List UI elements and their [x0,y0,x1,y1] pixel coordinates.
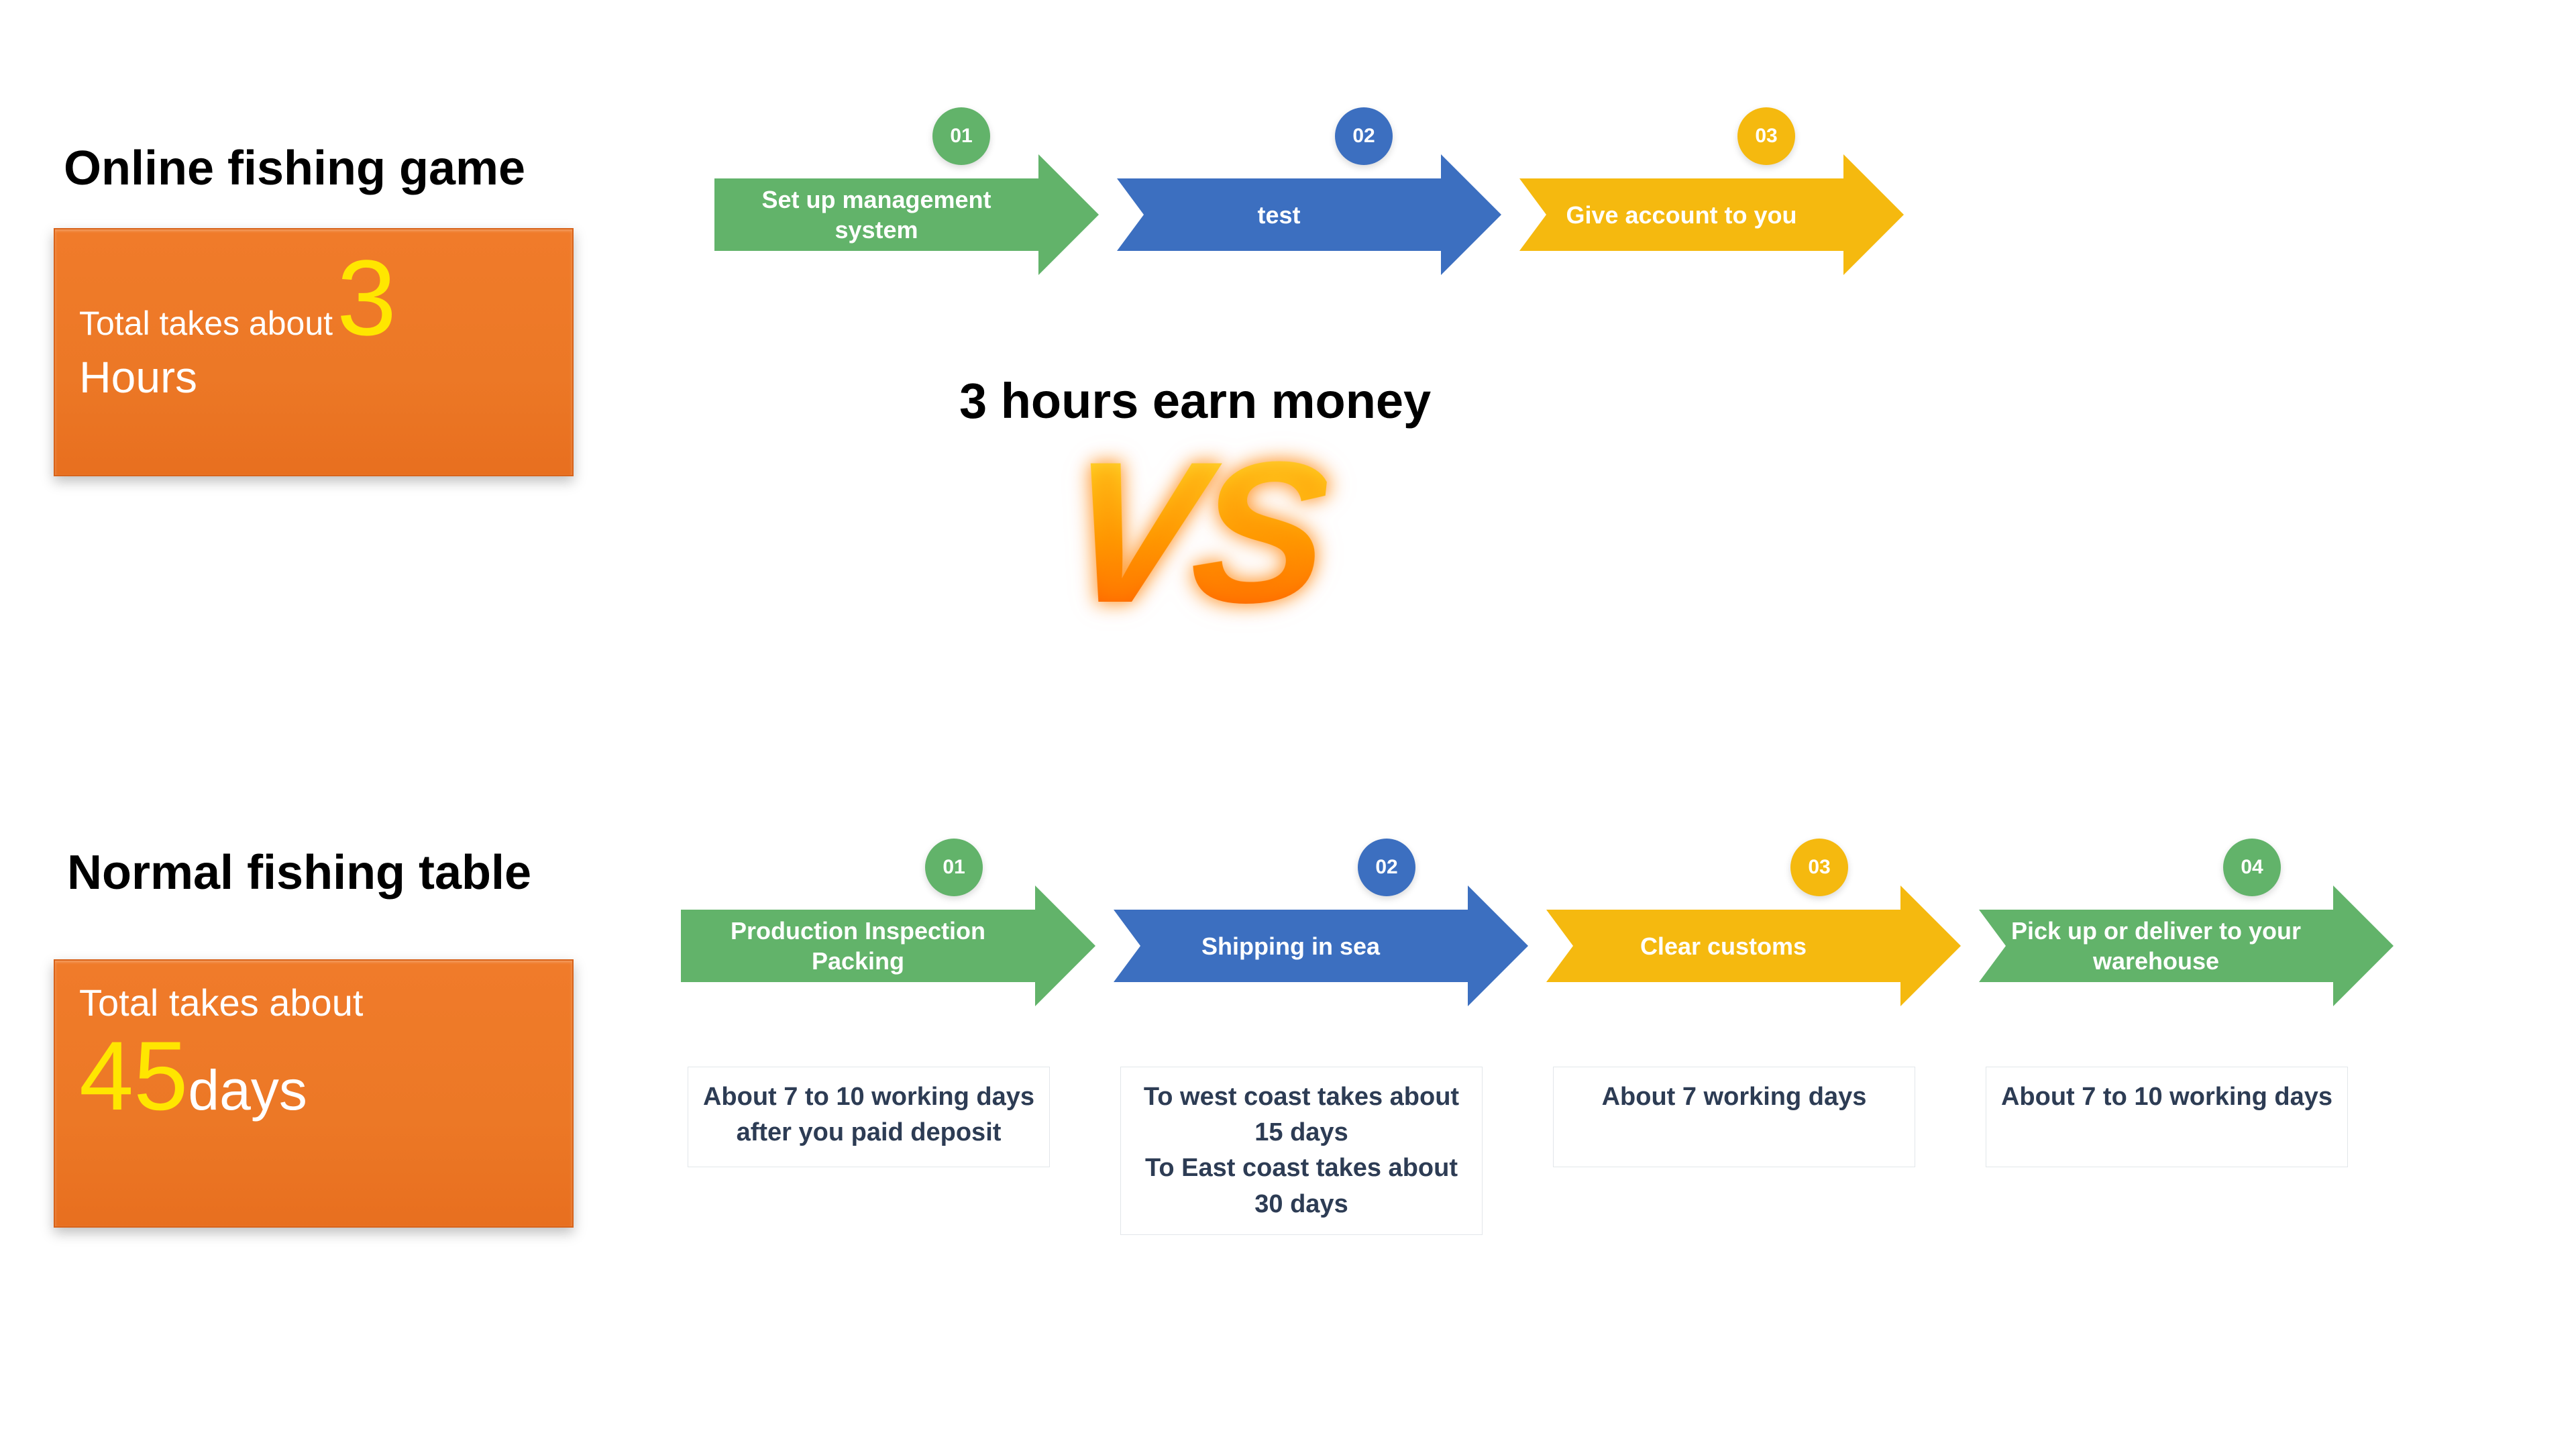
arrow-head [1468,885,1528,1006]
step-footnote: About 7 to 10 working days [1986,1067,2348,1167]
process-arrow: Set up management system01 [714,154,1087,275]
process-arrow: test02 [1117,154,1489,275]
process-arrow: Give account to you03 [1519,154,1892,275]
step-number-badge: 03 [1790,839,1848,896]
bottom-section-title: Normal fishing table [67,845,531,900]
bottom-box-prefix: Total takes about [79,981,548,1024]
arrow-notch [1546,910,1573,982]
bottom-total-box: Total takes about 45 days [54,959,574,1228]
arrow-notch [1519,178,1546,251]
arrow-head [1843,154,1904,275]
arrow-head [1441,154,1501,275]
arrow-label: Set up management system [714,178,1038,251]
process-arrow: Clear customs03 [1546,885,1949,1006]
arrow-head [1038,154,1099,275]
bottom-box-number: 45 [79,1027,188,1125]
step-number-badge: 02 [1358,839,1415,896]
step-number-badge: 01 [932,107,990,165]
arrow-label: Production Inspection Packing [681,910,1035,982]
process-arrow: Shipping in sea02 [1114,885,1516,1006]
step-number-badge: 04 [2223,839,2281,896]
step-footnote: About 7 working days [1553,1067,1915,1167]
top-section-title: Online fishing game [64,141,525,196]
arrow-head [2333,885,2394,1006]
arrow-label: Pick up or deliver to your warehouse [1979,910,2333,982]
arrow-label: Shipping in sea [1114,910,1468,982]
process-arrow: Pick up or deliver to your warehouse04 [1979,885,2381,1006]
step-number-badge: 02 [1335,107,1393,165]
step-footnote: About 7 to 10 working days after you pai… [688,1067,1050,1167]
top-total-box: Total takes about 3 Hours [54,228,574,476]
arrow-notch [1117,178,1144,251]
arrow-label: Clear customs [1546,910,1900,982]
top-box-prefix: Total takes about [79,304,333,343]
top-box-unit: Hours [79,352,548,402]
vs-graphic: VS [1055,416,1334,648]
bottom-box-unit: days [188,1058,307,1123]
arrow-head [1035,885,1095,1006]
top-box-number: 3 [337,250,396,346]
arrow-notch [1114,910,1140,982]
step-number-badge: 01 [925,839,983,896]
arrow-notch [1979,910,2006,982]
step-footnote: To west coast takes about 15 days To Eas… [1120,1067,1483,1235]
arrow-head [1900,885,1961,1006]
step-number-badge: 03 [1737,107,1795,165]
arrow-label: Give account to you [1519,178,1843,251]
arrow-label: test [1117,178,1441,251]
process-arrow: Production Inspection Packing01 [681,885,1083,1006]
